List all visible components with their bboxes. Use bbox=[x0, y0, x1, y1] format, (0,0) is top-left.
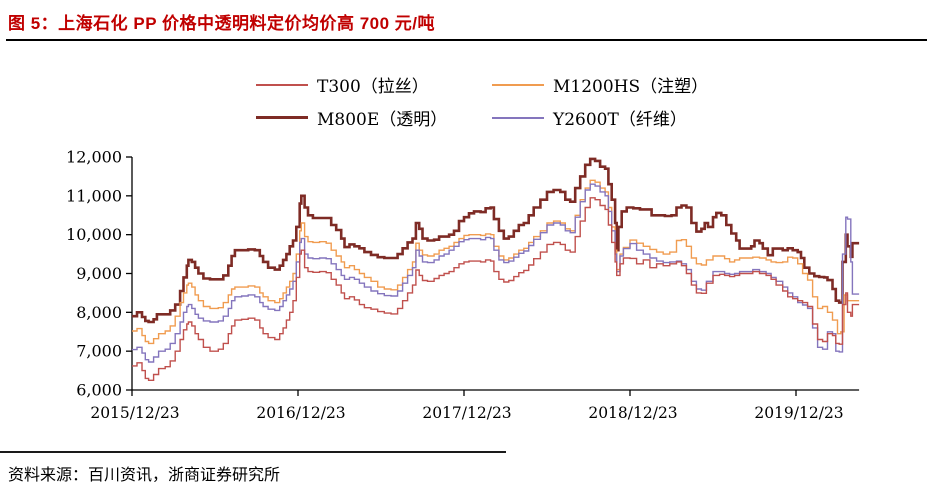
legend-label: M1200HS（注塑） bbox=[553, 77, 709, 97]
y-axis-label: 8,000 bbox=[76, 303, 122, 322]
legend-label: M800E（透明） bbox=[317, 110, 448, 130]
source-divider bbox=[0, 451, 506, 453]
title-divider bbox=[6, 39, 927, 41]
y-axis-label: 9,000 bbox=[76, 264, 122, 283]
legend-line-swatch bbox=[256, 83, 308, 86]
price-chart: 6,000 7,000 8,000 9,000 10,000 11,000 12,000 20… bbox=[66, 148, 860, 422]
legend-label: T300（拉丝） bbox=[317, 77, 429, 97]
series-line-T300 bbox=[132, 197, 860, 381]
chart-canvas: 6,000 7,000 8,000 9,000 10,000 11,000 12,000 20… bbox=[66, 148, 860, 422]
legend-item: T300（拉丝） bbox=[256, 72, 429, 97]
x-axis-label: 2019/12/23 bbox=[754, 404, 843, 422]
legend-item: M800E（透明） bbox=[256, 105, 447, 130]
y-axis-label: 12,000 bbox=[66, 148, 122, 167]
legend-line-swatch bbox=[256, 116, 308, 119]
series-line-M1200HS bbox=[132, 179, 860, 345]
source-note: 资料来源：百川资讯，浙商证券研究所 bbox=[8, 465, 281, 484]
x-axis-label: 2016/12/23 bbox=[256, 404, 345, 422]
y-axis-label: 11,000 bbox=[66, 186, 122, 205]
series-line-M800E bbox=[132, 157, 860, 324]
legend-line-swatch bbox=[492, 83, 544, 86]
legend-item: Y2600T（纤维） bbox=[492, 105, 687, 130]
x-axis-label: 2015/12/23 bbox=[90, 404, 179, 422]
x-axis-label: 2018/12/23 bbox=[588, 404, 677, 422]
legend-line-swatch bbox=[492, 116, 544, 119]
figure-title: 图 5：上海石化 PP 价格中透明料定价均价高 700 元/吨 bbox=[8, 14, 436, 33]
legend-item: M1200HS（注塑） bbox=[492, 72, 708, 97]
legend-label: Y2600T（纤维） bbox=[553, 110, 687, 130]
y-axis-label: 6,000 bbox=[76, 381, 122, 400]
y-axis-label: 7,000 bbox=[76, 342, 122, 361]
y-axis-label: 10,000 bbox=[66, 225, 122, 244]
x-axis-label: 2017/12/23 bbox=[422, 404, 511, 422]
